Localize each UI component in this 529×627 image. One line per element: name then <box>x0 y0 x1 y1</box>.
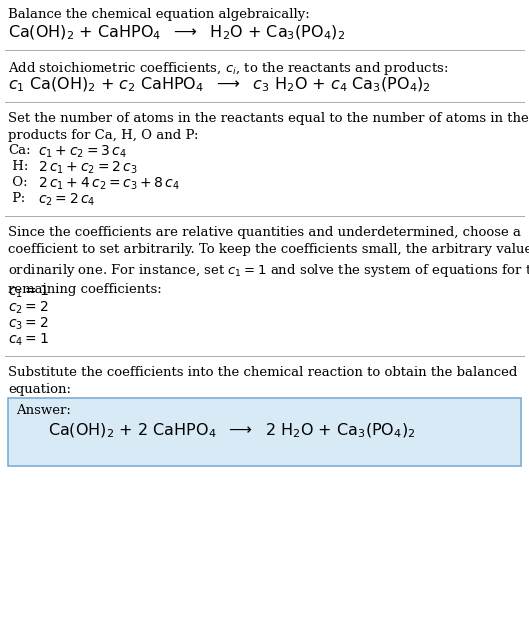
Text: $c_2 = 2$: $c_2 = 2$ <box>8 300 49 317</box>
Text: $c_1 = 1$: $c_1 = 1$ <box>8 284 49 300</box>
Text: O:: O: <box>8 176 28 189</box>
Text: Ca(OH)$_2$ + 2 CaHPO$_4$  $\longrightarrow$  2 H$_2$O + Ca$_3$(PO$_4$)$_2$: Ca(OH)$_2$ + 2 CaHPO$_4$ $\longrightarro… <box>48 422 416 440</box>
Text: Ca:: Ca: <box>8 144 31 157</box>
FancyBboxPatch shape <box>8 398 521 466</box>
Text: $2\,c_1 + c_2 = 2\,c_3$: $2\,c_1 + c_2 = 2\,c_3$ <box>38 160 138 176</box>
Text: $c_4 = 1$: $c_4 = 1$ <box>8 332 49 349</box>
Text: Since the coefficients are relative quantities and underdetermined, choose a
coe: Since the coefficients are relative quan… <box>8 226 529 297</box>
Text: P:: P: <box>8 192 25 205</box>
Text: Ca(OH)$_2$ + CaHPO$_4$  $\longrightarrow$  H$_2$O + Ca$_3$(PO$_4$)$_2$: Ca(OH)$_2$ + CaHPO$_4$ $\longrightarrow$… <box>8 24 345 43</box>
Text: $c_3 = 2$: $c_3 = 2$ <box>8 316 49 332</box>
Text: Set the number of atoms in the reactants equal to the number of atoms in the
pro: Set the number of atoms in the reactants… <box>8 112 529 142</box>
Text: H:: H: <box>8 160 29 173</box>
Text: Balance the chemical equation algebraically:: Balance the chemical equation algebraica… <box>8 8 310 21</box>
Text: $c_2 = 2\,c_4$: $c_2 = 2\,c_4$ <box>38 192 96 208</box>
Text: $c_1$ Ca(OH)$_2$ + $c_2$ CaHPO$_4$  $\longrightarrow$  $c_3$ H$_2$O + $c_4$ Ca$_: $c_1$ Ca(OH)$_2$ + $c_2$ CaHPO$_4$ $\lon… <box>8 76 431 95</box>
Text: Substitute the coefficients into the chemical reaction to obtain the balanced
eq: Substitute the coefficients into the che… <box>8 366 517 396</box>
Text: Add stoichiometric coefficients, $c_i$, to the reactants and products:: Add stoichiometric coefficients, $c_i$, … <box>8 60 449 77</box>
Text: $c_1 + c_2 = 3\,c_4$: $c_1 + c_2 = 3\,c_4$ <box>38 144 127 161</box>
Text: $2\,c_1 + 4\,c_2 = c_3 + 8\,c_4$: $2\,c_1 + 4\,c_2 = c_3 + 8\,c_4$ <box>38 176 180 192</box>
Text: Answer:: Answer: <box>16 404 71 417</box>
